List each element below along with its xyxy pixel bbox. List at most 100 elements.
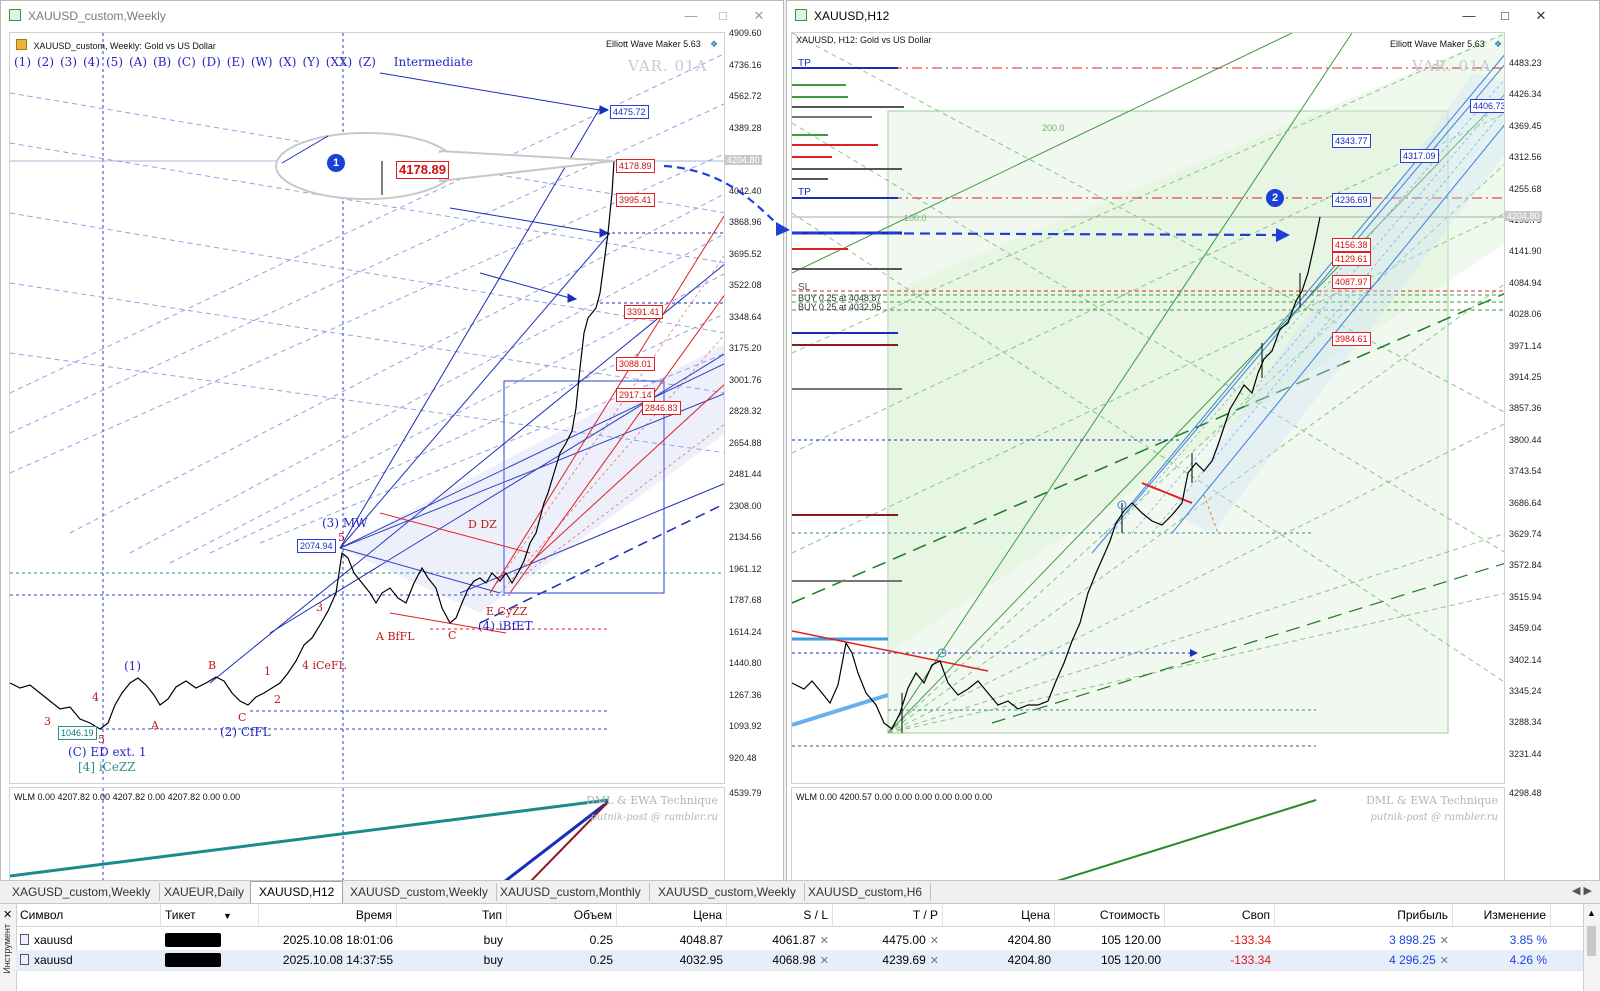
- wave-degree-buttons: (1) (2) (3) (4) (5) (A) (B) (C) (D) (E) (W) (X) (Y) (…: [14, 55, 479, 69]
- col-symbol[interactable]: Символ: [16, 904, 161, 926]
- tab-xaueur-daily[interactable]: XAUEUR,Daily: [156, 883, 254, 901]
- wave-button-2[interactable]: (2): [37, 55, 54, 69]
- left-indicator-subwindow[interactable]: WLM 0.00 4207.82 0.00 4207.82 0.00 4207.…: [9, 787, 725, 881]
- tab-xauusd-custom-weekly[interactable]: XAUUSD_custom,Weekly: [342, 883, 497, 901]
- wave-button-5[interactable]: (5): [106, 55, 123, 69]
- col-value[interactable]: Стоимость: [1055, 904, 1165, 926]
- col-swap[interactable]: Своп: [1165, 904, 1275, 926]
- wave-label: E CyZZ: [486, 605, 528, 618]
- minimize-icon[interactable]: —: [684, 8, 698, 23]
- axis-tick: 4141.90: [1509, 246, 1542, 257]
- remove-tp-icon[interactable]: ✕: [929, 935, 939, 947]
- wave-button-b[interactable]: (B): [153, 55, 172, 69]
- right-window-titlebar[interactable]: XAUUSD,H12 — □ ✕: [787, 1, 1599, 31]
- tp-cell[interactable]: 4475.00 ✕: [882, 933, 939, 947]
- remove-sl-icon[interactable]: ✕: [819, 955, 829, 967]
- col-type[interactable]: Тип: [397, 904, 507, 926]
- left-main-chart[interactable]: XAUUSD_custom, Weekly: Gold vs US Dollar…: [9, 32, 725, 784]
- degree-label[interactable]: Intermediate: [393, 55, 473, 69]
- close-position-icon[interactable]: ✕: [1439, 935, 1449, 947]
- buy-order-label: BUY 0.25 at 4032.95: [798, 302, 882, 312]
- wave-label: 5: [98, 733, 105, 746]
- wave-label: A: [151, 719, 159, 732]
- right-chart-window[interactable]: XAUUSD,H12 — □ ✕: [786, 0, 1600, 884]
- close-position-icon[interactable]: ✕: [1439, 955, 1449, 967]
- tp-label: TP: [798, 187, 811, 198]
- axis-tick: 3175.20: [729, 343, 762, 353]
- wave-button-c[interactable]: (C): [177, 55, 196, 69]
- position-icon: [20, 954, 29, 965]
- col-ticket[interactable]: Тикет ▼: [161, 904, 259, 926]
- subwindow-drawing: [10, 788, 609, 880]
- wave-label: B: [208, 659, 217, 672]
- change-cell: 4.26 %: [1509, 953, 1547, 967]
- col-price[interactable]: Цена: [617, 904, 727, 926]
- close-icon[interactable]: ✕: [753, 8, 765, 23]
- right-indicator-label: Elliott Wave Maker 5.63: [1390, 39, 1485, 49]
- tab-xauusd-custom-monthly[interactable]: XAUUSD_custom,Monthly: [492, 883, 650, 901]
- chart-window-icon: [795, 9, 807, 21]
- remove-sl-icon[interactable]: ✕: [819, 935, 829, 947]
- tab-scroll-arrows[interactable]: ◀ ▶: [1572, 885, 1592, 897]
- sl-cell[interactable]: 4068.98 ✕: [772, 953, 829, 967]
- terminal-side-strip: ✕ Инструмент: [0, 904, 17, 991]
- swap-cell: -133.34: [1230, 953, 1271, 967]
- wave-button-1[interactable]: (1): [14, 55, 31, 69]
- col-change[interactable]: Изменение: [1453, 904, 1551, 926]
- axis-tick: 4042.40: [729, 185, 762, 196]
- wave-button-a[interactable]: (A): [129, 55, 148, 69]
- tab-xagusd-weekly[interactable]: XAGUSD_custom,Weekly: [4, 883, 160, 901]
- table-row[interactable]: xauusd 2025.10.08 14:37:55 buy 0.25 4032…: [16, 950, 1584, 971]
- wave-button-x[interactable]: (X): [278, 55, 297, 69]
- maximize-icon[interactable]: □: [719, 8, 727, 23]
- minimize-icon[interactable]: —: [1462, 8, 1476, 23]
- price-cell: 4032.95: [679, 953, 723, 967]
- scroll-up-icon[interactable]: ▲: [1587, 908, 1596, 918]
- dml-email: putnik-post @ rambler.ru: [1370, 812, 1498, 823]
- symbol-cell: xauusd: [16, 930, 161, 950]
- close-terminal-icon[interactable]: ✕: [3, 909, 13, 921]
- axis-tick: 1614.24: [729, 626, 762, 637]
- wave-button-w[interactable]: (W): [250, 55, 273, 69]
- wave-button-y[interactable]: (Y): [302, 55, 320, 69]
- col-volume[interactable]: Объем: [507, 904, 617, 926]
- col-time[interactable]: Время: [259, 904, 397, 926]
- axis-tick: 1961.12: [729, 563, 762, 574]
- sl-cell[interactable]: 4061.87 ✕: [772, 933, 829, 947]
- col-sl[interactable]: S / L: [727, 904, 833, 926]
- table-row[interactable]: xauusd 2025.10.08 18:01:06 buy 0.25 4048…: [16, 930, 1584, 951]
- current-price-cell: 4204.80: [1007, 953, 1051, 967]
- wave-button-xx[interactable]: (XX): [325, 55, 353, 69]
- wave-button-e[interactable]: (E): [226, 55, 245, 69]
- right-indicator-subwindow[interactable]: WLM 0.00 4200.57 0.00 0.00 0.00 0.00 0.0…: [791, 787, 1505, 881]
- target-price-box: 4343.77: [1332, 134, 1371, 148]
- price-box: 3984.61: [1332, 332, 1371, 346]
- wave-button-d[interactable]: (D): [201, 55, 221, 69]
- wave-label: (C) ED ext. 1: [68, 745, 147, 759]
- scroll-thumb[interactable]: [1587, 926, 1596, 956]
- col-tp[interactable]: T / P: [833, 904, 943, 926]
- left-window-titlebar[interactable]: XAUUSD_custom,Weekly — □ ✕: [1, 1, 783, 31]
- col-current-price[interactable]: Цена: [943, 904, 1055, 926]
- tab-xauusd-h12[interactable]: XAUUSD,H12: [250, 881, 344, 903]
- target-price-box: 4406.73: [1470, 99, 1504, 113]
- tp-cell[interactable]: 4239.69 ✕: [882, 953, 939, 967]
- right-price-axis[interactable]: 3231.44 3288.34 3345.24 3402.14 3459.04 3515.…: [1505, 32, 1569, 784]
- wave-label: D DZ: [468, 518, 497, 531]
- col-profit[interactable]: Прибыль: [1275, 904, 1453, 926]
- close-icon[interactable]: ✕: [1535, 8, 1547, 23]
- wave-label: 5: [338, 531, 345, 544]
- wave-button-3[interactable]: (3): [60, 55, 77, 69]
- left-chart-window[interactable]: XAUUSD_custom,Weekly — □ ✕: [0, 0, 784, 884]
- right-main-chart[interactable]: XAUUSD, H12: Gold vs US Dollar Elliott W…: [791, 32, 1505, 784]
- axis-tick: 3348.64: [729, 311, 762, 322]
- terminal-scrollbar[interactable]: ▲: [1583, 904, 1600, 991]
- axis-tick: 4389.28: [729, 122, 762, 133]
- wave-button-4[interactable]: (4): [83, 55, 100, 69]
- wave-button-z[interactable]: (Z): [358, 55, 376, 69]
- tab-xauusd-custom-h6[interactable]: XAUUSD_custom,H6: [800, 883, 932, 901]
- remove-tp-icon[interactable]: ✕: [929, 955, 939, 967]
- tab-xauusd-custom-weekly-2[interactable]: XAUUSD_custom,Weekly: [650, 883, 805, 901]
- maximize-icon[interactable]: □: [1501, 8, 1509, 23]
- left-price-axis[interactable]: 920.48 1093.92 1267.36 1440.80 1614.24 1787.6…: [725, 28, 781, 784]
